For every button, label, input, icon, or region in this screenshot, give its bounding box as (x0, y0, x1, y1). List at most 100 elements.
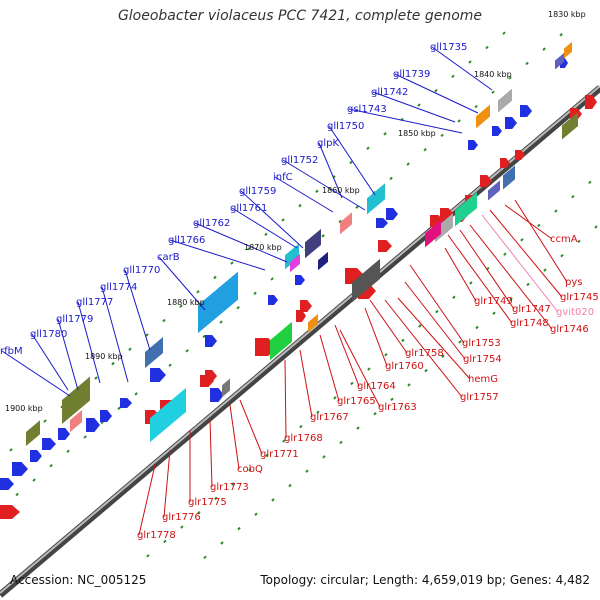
gene-label: gll1766 (168, 235, 205, 246)
kbp-dash (577, 239, 581, 244)
gene-box (367, 183, 385, 215)
gene-box (290, 253, 300, 273)
gene-labels: gll1735 gll1739 gll1742 gsl1743 gll1750 glpK g… (0, 42, 599, 541)
gene-label: glr1775 (188, 497, 227, 508)
kbp-dash (66, 449, 70, 454)
kbp-dash (491, 90, 495, 94)
label-leader-line (431, 46, 493, 91)
gene-arrow (376, 218, 388, 228)
kbp-dash (179, 304, 183, 308)
kbp-dash (390, 397, 394, 402)
kbp-dash (146, 554, 150, 558)
kbp-dash (49, 463, 53, 468)
kbp-dash (248, 467, 252, 472)
label-leader-line (369, 299, 408, 354)
label-leader-line (397, 297, 471, 380)
kbp-dash (111, 361, 115, 366)
kbp-dash (197, 511, 201, 515)
gene-label: gll1762 (193, 218, 230, 229)
kbp-dash (502, 31, 506, 35)
gene-label: infC (273, 172, 293, 183)
kbp-dash (457, 119, 461, 123)
gene-label: glr1768 (284, 433, 323, 444)
gene-label: gll1779 (56, 314, 93, 325)
gene-arrow (300, 300, 312, 312)
label-leader-line (240, 190, 304, 249)
kbp-dash (94, 376, 98, 380)
gene-arrow (42, 438, 56, 450)
kbp-dash (168, 363, 172, 367)
gene-box (498, 88, 512, 113)
gene-box (305, 228, 321, 259)
kbp-label: 1850 kbp (398, 129, 436, 138)
gene-box (425, 219, 441, 248)
kbp-dash (401, 338, 405, 343)
gene-box (270, 321, 292, 361)
label-leader-line (194, 222, 288, 263)
gene-box (555, 52, 564, 70)
gene-arrow (468, 140, 478, 150)
kbp-dash (315, 189, 319, 193)
kbp-label: 1880 kbp (167, 298, 205, 307)
kbp-dash (525, 61, 529, 66)
label-leader-line (409, 264, 465, 344)
kbp-dash (219, 320, 223, 324)
gene-box (145, 337, 163, 369)
kbp-label: 1830 kbp (548, 10, 586, 19)
kbp-dash (333, 396, 337, 400)
kbp-dash (452, 295, 456, 299)
kbp-dash (485, 45, 489, 50)
gene-label: glr1748 (510, 318, 549, 329)
gene-box (308, 313, 318, 333)
kbp-dash (202, 334, 206, 339)
gene-box (562, 112, 578, 140)
genome-title: Gloeobacter violaceus PCC 7421, complete… (117, 8, 483, 24)
gene-label: glr1749 (474, 296, 513, 307)
gene-label: glr1753 (462, 338, 501, 349)
label-leader-line (299, 349, 313, 418)
kbp-dash (441, 354, 445, 358)
kbp-dash (288, 483, 292, 488)
gene-label: rfbM (0, 346, 23, 357)
gene-label: gll1742 (371, 87, 408, 98)
gene-box (285, 243, 299, 270)
kbp-dash (270, 277, 274, 281)
gene-label: gsl1743 (347, 104, 387, 115)
kbp-dash (571, 195, 575, 199)
label-leader-line (334, 324, 360, 387)
kbp-dash (265, 453, 269, 457)
kbp-dash (508, 76, 512, 80)
gene-arrow (205, 335, 217, 347)
kbp-dash (299, 424, 303, 429)
kbp-dash (469, 281, 473, 285)
kbp-dash (15, 492, 19, 497)
kbp-dash (214, 496, 218, 501)
gene-label: glr1747 (512, 304, 551, 315)
kbp-dash (321, 234, 325, 238)
kbp-dash (185, 349, 189, 353)
gene-label: gll1759 (239, 186, 276, 197)
kbp-dash (230, 261, 234, 265)
gene-label: gll1770 (123, 265, 160, 276)
kbp-dash (543, 268, 547, 272)
kbp-dash (237, 526, 241, 531)
gene-label: hemG (468, 374, 498, 385)
kbp-dash (407, 383, 411, 387)
kbp-dash (145, 333, 149, 337)
kbp-dash (282, 439, 286, 443)
gene-label: gll1774 (100, 282, 137, 293)
gene-box (150, 387, 186, 443)
kbp-dash (322, 455, 326, 459)
label-leader-line (319, 334, 340, 402)
kbp-dash (406, 162, 410, 166)
kbp-dash (526, 282, 530, 287)
label-leader-line (282, 159, 366, 211)
gene-label: ccmA (550, 234, 578, 245)
kbp-dash (163, 539, 167, 544)
kbp-dash (305, 469, 309, 473)
kbp-dash (43, 419, 47, 423)
label-leader-line (328, 125, 376, 196)
gene-arrow (210, 388, 224, 402)
gene-arrow (0, 505, 20, 519)
label-leader-line (101, 286, 129, 383)
